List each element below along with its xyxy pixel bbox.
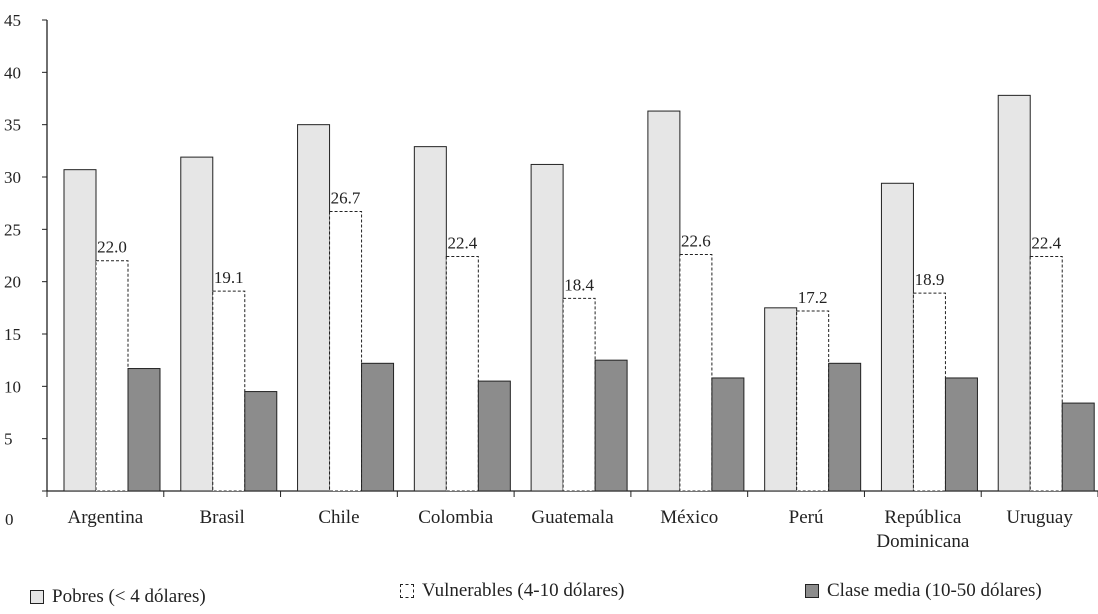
value-label: 22.6 [681,231,711,250]
bar [1029,256,1063,492]
x-tick-label: Chile [318,507,360,528]
value-label: 18.9 [915,270,945,289]
bar [764,307,798,492]
y-tick-label: 10 [4,377,21,396]
x-tick-label: Guatemala [531,507,614,528]
legend-item: Vulnerables (4-10 dólares) [400,580,625,602]
bar [679,253,713,492]
bar [180,156,214,492]
bar [477,380,511,492]
bar [361,362,395,492]
value-label: 22.4 [1031,234,1061,253]
legend-swatch [400,584,414,598]
legend-label: Vulnerables (4-10 dólares) [422,580,625,601]
legend-swatch [30,590,44,604]
legend-label: Clase media (10-50 dólares) [827,580,1042,601]
y-tick-label: 40 [4,63,21,82]
bar [796,310,830,492]
x-tick-label: Perú [788,507,824,528]
value-label: 17.2 [798,288,828,307]
x-tick-label: Brasil [199,507,245,528]
bar [562,297,596,492]
y-tick-label: 15 [4,325,21,344]
bar [828,362,862,492]
x-tick-label: Colombia [418,507,494,528]
bar [912,292,946,492]
bar [127,368,161,492]
legend-label: Pobres (< 4 dólares) [52,586,206,607]
y-tick-label: 35 [4,116,21,135]
y-tick-label: 25 [4,220,21,239]
bar [711,377,745,492]
value-label: 19.1 [214,268,244,287]
x-tick-label: República Dominicana [876,507,970,552]
bar [647,110,681,492]
bar [413,146,447,492]
bar [445,256,479,492]
y-tick-label: 30 [4,168,21,187]
x-tick-label: Uruguay [1006,507,1073,528]
y-tick-label: 5 [4,430,13,449]
legend-swatch [805,584,819,598]
bar [880,182,914,492]
bar [997,94,1031,492]
bar [63,169,97,492]
y-tick-label: 0 [5,510,14,529]
x-tick-label: Argentina [67,507,144,528]
bar [297,124,331,492]
y-tick-label: 45 [4,11,21,30]
y-tick-label: 20 [4,273,21,292]
bar [530,163,564,492]
value-label: 18.4 [564,275,594,294]
x-tick-label: México [660,507,719,528]
bar [1061,402,1095,492]
bar [95,260,129,492]
value-label: 22.4 [447,234,477,253]
bar [244,391,278,492]
value-label: 26.7 [331,189,361,208]
bar [329,211,363,492]
value-label: 22.0 [97,238,127,257]
bar [594,359,628,492]
bar [212,290,246,492]
bar [944,377,978,492]
legend-item: Pobres (< 4 dólares) [30,586,206,608]
legend-item: Clase media (10-50 dólares) [805,580,1042,602]
